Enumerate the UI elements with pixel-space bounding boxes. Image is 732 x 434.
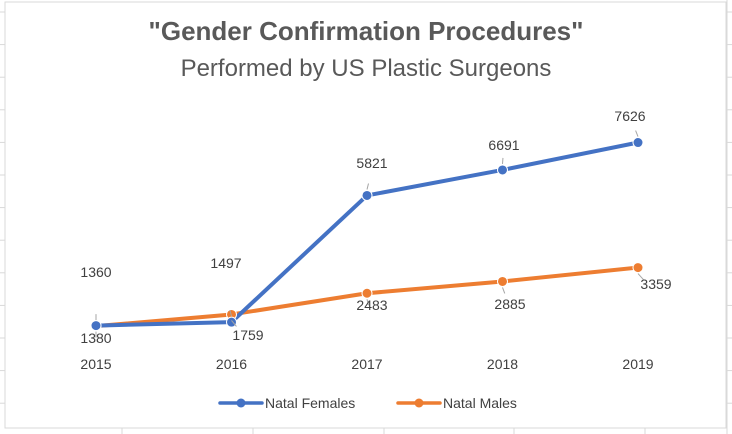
data-label-leader: [366, 299, 369, 306]
data-label-leader: [231, 320, 237, 327]
legend-item-natal-males: Natal Males: [396, 395, 517, 411]
data-point-natal-females: [226, 316, 237, 328]
data-label-leader: [502, 287, 506, 294]
data-point-natal-females: [361, 189, 373, 201]
data-label: 5821: [356, 155, 387, 171]
legend-swatch-marker: [414, 398, 424, 408]
data-label: 2885: [494, 296, 525, 312]
data-label-leader: [635, 130, 639, 137]
x-tick-label: 2019: [622, 356, 653, 372]
data-label-leader: [637, 273, 644, 280]
data-label-leader: [229, 310, 232, 317]
data-point-natal-males: [632, 262, 644, 274]
data-point-natal-females: [90, 320, 102, 332]
data-point-natal-males: [361, 287, 373, 299]
data-point-natal-females: [632, 137, 644, 149]
data-label: 7626: [614, 108, 645, 124]
legend-label: Natal Males: [443, 395, 517, 411]
legend-swatch-marker: [236, 398, 246, 408]
x-tick-label: 2016: [216, 356, 247, 372]
data-label: 1360: [80, 264, 111, 280]
data-point-natal-females: [497, 164, 508, 176]
legend-item-natal-females: Natal Females: [218, 395, 355, 411]
legend: Natal Females Natal Males: [218, 395, 517, 411]
data-label: 1497: [210, 255, 241, 271]
data-label-leader: [366, 183, 369, 190]
x-tick-label: 2018: [487, 356, 518, 372]
data-label: 3359: [640, 276, 671, 292]
chart-title: "Gender Confirmation Procedures": [149, 16, 584, 46]
x-tick-label: 2015: [80, 356, 111, 372]
data-label: 6691: [488, 137, 519, 153]
legend-label: Natal Females: [265, 395, 355, 411]
data-point-natal-males: [497, 275, 508, 287]
data-label: 2483: [356, 297, 387, 313]
x-tick-label: 2017: [351, 356, 382, 372]
chart-border: [4, 1, 727, 429]
data-label: 1380: [80, 330, 111, 346]
data-label: 1759: [232, 327, 263, 343]
plot-area: 2015 2016 2017 2018 2019 1380 1497 5821 6691 7626…: [80, 108, 671, 372]
chart-subtitle: Performed by US Plastic Surgeons: [181, 55, 552, 82]
